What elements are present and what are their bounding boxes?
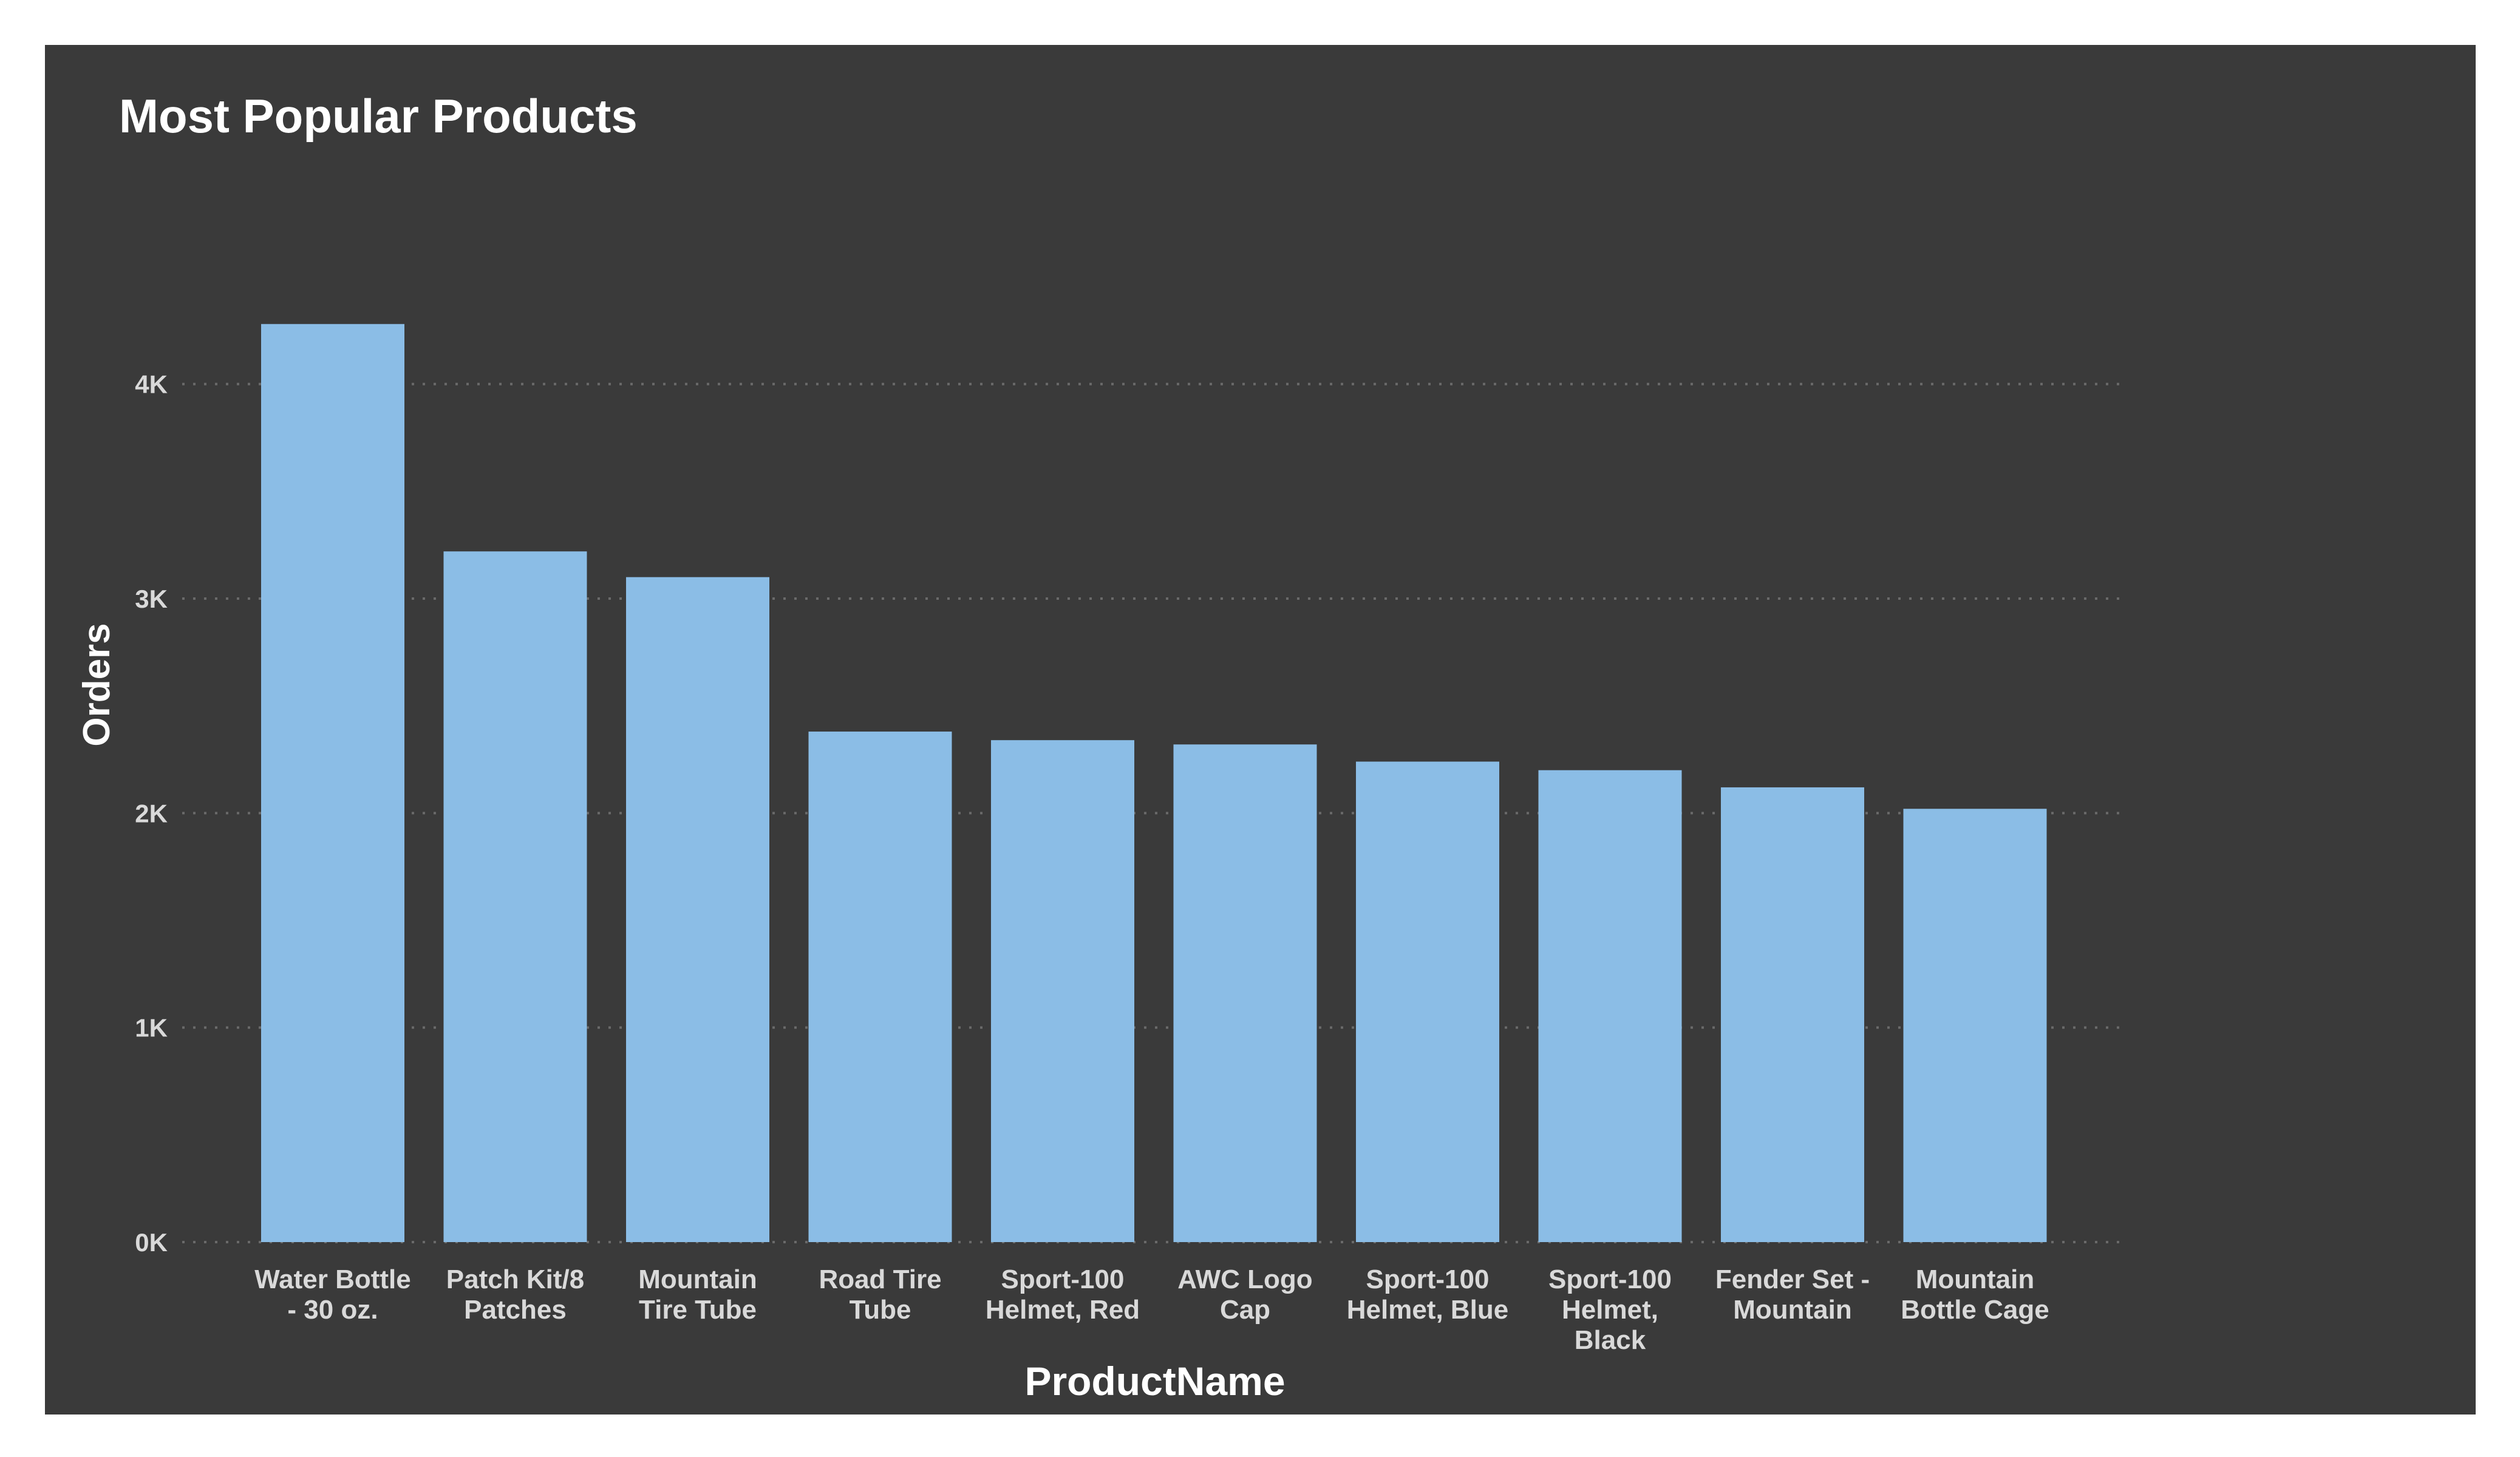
bar — [261, 324, 404, 1242]
x-tick-label-line: Sport-100 — [1366, 1265, 1490, 1294]
x-axis-title: ProductName — [1024, 1359, 1285, 1404]
x-tick-label: Sport-100 Helmet, Red — [986, 1265, 1140, 1325]
x-tick-label-line: Mountain — [1733, 1295, 1852, 1325]
bar — [1721, 787, 1864, 1242]
y-tick-label: 1K — [135, 1014, 168, 1042]
x-tick-label-line: Mountain — [638, 1265, 757, 1294]
x-tick-label-line: Tire Tube — [639, 1295, 757, 1325]
x-tick-label-line: - 30 oz. — [287, 1295, 378, 1325]
x-axis-ticks: Water Bottle - 30 oz. Patch Kit/8 Patches Mo… — [254, 1265, 2049, 1355]
x-tick-label: Fender Set -Mountain — [1715, 1265, 1870, 1325]
bars — [261, 324, 2047, 1243]
x-tick-label: AWC Logo Cap — [1177, 1265, 1312, 1325]
y-axis-title: Orders — [76, 623, 118, 746]
bar — [991, 740, 1134, 1242]
bar — [1356, 761, 1499, 1242]
x-tick-label-line: Fender Set - — [1715, 1265, 1870, 1294]
x-tick-label-line: Bottle Cage — [1901, 1295, 2049, 1325]
x-tick-label: Patch Kit/8 Patches — [446, 1265, 584, 1325]
x-tick-label-line: Cap — [1220, 1295, 1270, 1325]
x-tick-label-line: Sport-100 — [1548, 1265, 1672, 1294]
bar — [626, 577, 769, 1242]
x-tick-label-line: Road Tire — [819, 1265, 941, 1294]
bar — [808, 732, 952, 1242]
y-axis-ticks: 0K 1K 2K 3K 4K — [135, 370, 168, 1257]
x-tick-label-line: Patch Kit/8 — [446, 1265, 584, 1294]
x-tick-label-line: Black — [1575, 1325, 1646, 1355]
x-tick-label-line: Water Bottle — [254, 1265, 411, 1294]
bar — [443, 551, 587, 1243]
x-tick-label-line: Patches — [464, 1295, 567, 1325]
x-tick-label: Mountain Tire Tube — [638, 1265, 757, 1325]
bar — [1903, 809, 2047, 1242]
x-tick-label: Water Bottle - 30 oz. — [254, 1265, 411, 1325]
y-tick-label: 0K — [135, 1228, 168, 1257]
x-tick-label-line: Helmet, — [1562, 1295, 1658, 1325]
x-tick-label-line: Mountain — [1916, 1265, 2035, 1294]
bar — [1538, 770, 1682, 1242]
x-tick-label-line: Tube — [850, 1295, 911, 1325]
x-tick-label: Mountain Bottle Cage — [1901, 1265, 2049, 1325]
x-tick-label: Sport-100 Helmet, Blue — [1347, 1265, 1509, 1325]
x-tick-label-line: AWC Logo — [1177, 1265, 1312, 1294]
y-tick-label: 3K — [135, 585, 168, 613]
y-tick-label: 4K — [135, 370, 168, 399]
x-tick-label-line: Helmet, Blue — [1347, 1295, 1509, 1325]
x-tick-label-line: Helmet, Red — [986, 1295, 1140, 1325]
chart-title: Most Popular Products — [119, 89, 638, 143]
x-tick-label-line: Sport-100 — [1001, 1265, 1125, 1294]
x-tick-label: Sport-100 Helmet, Black — [1548, 1265, 1672, 1355]
x-tick-label: Road Tire Tube — [819, 1265, 941, 1325]
y-tick-label: 2K — [135, 799, 168, 827]
bar — [1173, 744, 1317, 1242]
